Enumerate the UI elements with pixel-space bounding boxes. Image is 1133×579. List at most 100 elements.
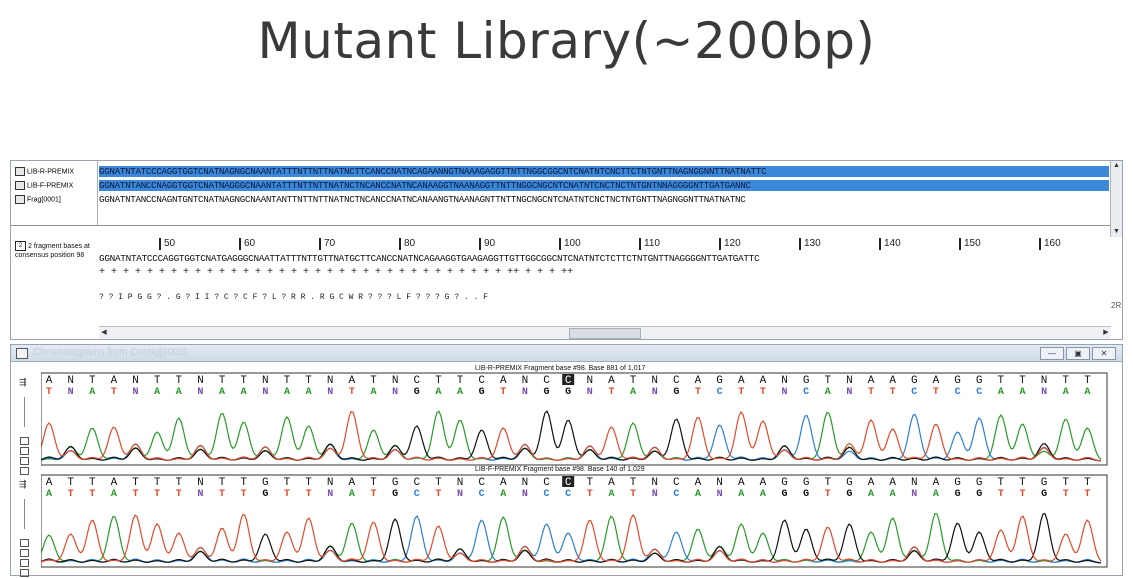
trace-1-expand-icon[interactable]: ⇶	[19, 377, 27, 387]
called-base[interactable]: T	[89, 477, 96, 489]
called-base[interactable]: G	[781, 477, 788, 489]
called-base[interactable]: N	[651, 375, 658, 387]
called-base[interactable]: C	[673, 375, 680, 387]
called-base[interactable]: A	[111, 477, 118, 489]
called-base[interactable]: T	[305, 375, 312, 387]
called-base[interactable]: T	[240, 375, 247, 387]
trace-2-zoom-slider[interactable]	[24, 499, 25, 529]
called-base[interactable]: N	[132, 375, 139, 387]
called-base[interactable]: C	[413, 477, 420, 489]
called-base[interactable]: N	[587, 375, 594, 387]
called-base[interactable]: G	[262, 477, 269, 489]
called-base[interactable]: C	[565, 375, 572, 387]
trace-2-color-toggle-icon[interactable]	[19, 539, 33, 579]
called-base[interactable]: G	[976, 477, 983, 489]
scroll-right-icon[interactable]: ▶	[1103, 329, 1109, 336]
fragment-count-box[interactable]: 2	[15, 241, 26, 251]
called-base[interactable]: N	[392, 375, 399, 387]
called-base[interactable]: G	[954, 375, 961, 387]
called-base[interactable]: T	[219, 477, 226, 489]
called-base[interactable]: A	[608, 375, 615, 387]
called-base[interactable]: T	[370, 375, 377, 387]
called-base[interactable]: T	[1019, 375, 1026, 387]
called-base[interactable]: T	[175, 477, 182, 489]
called-base[interactable]: A	[889, 375, 896, 387]
called-base[interactable]: T	[240, 477, 247, 489]
selected-base-highlight[interactable]	[562, 374, 575, 385]
called-base[interactable]: N	[846, 375, 853, 387]
called-base[interactable]: A	[868, 375, 875, 387]
called-base[interactable]: T	[824, 477, 831, 489]
read-name-fragment[interactable]: Frag[0001]	[15, 195, 61, 204]
called-base[interactable]: T	[154, 477, 161, 489]
read-name-lib-f[interactable]: LIB-F-PREMIX	[15, 181, 73, 190]
maximize-button[interactable]: ▣	[1066, 347, 1090, 360]
called-base[interactable]: T	[630, 375, 637, 387]
called-base[interactable]: T	[67, 477, 74, 489]
called-base[interactable]: A	[608, 477, 615, 489]
called-base[interactable]: T	[457, 375, 464, 387]
called-base[interactable]: A	[349, 477, 356, 489]
called-base[interactable]: C	[543, 375, 550, 387]
called-base[interactable]: G	[803, 375, 810, 387]
called-base[interactable]: A	[46, 477, 53, 489]
scroll-up-icon[interactable]: ▲	[1113, 162, 1120, 169]
called-base[interactable]: C	[413, 375, 420, 387]
called-base[interactable]: A	[889, 477, 896, 489]
trace-1-color-toggle-icon[interactable]	[19, 437, 33, 477]
called-base[interactable]: A	[933, 375, 940, 387]
consensus-sequence[interactable]: GGNATNTATCCCAGGTGGTCNATGAGGGCNAATTATTTNT…	[99, 253, 760, 264]
called-base[interactable]: N	[67, 375, 74, 387]
chromatogram-titlebar[interactable]: Chromatograms from Contig[0003] — ▣ ✕	[11, 345, 1122, 362]
selected-base-highlight[interactable]	[562, 476, 575, 487]
called-base[interactable]: T	[998, 477, 1005, 489]
called-base[interactable]: N	[651, 477, 658, 489]
trace-1-zoom-slider[interactable]	[24, 397, 25, 427]
called-base[interactable]: N	[197, 375, 204, 387]
alignment-horizontal-scrollbar[interactable]: ◀ ▶	[99, 326, 1111, 339]
called-base[interactable]: A	[349, 375, 356, 387]
called-base[interactable]: N	[522, 477, 529, 489]
called-base[interactable]: N	[716, 477, 723, 489]
called-base[interactable]: T	[1084, 477, 1091, 489]
called-base[interactable]: T	[1062, 477, 1069, 489]
minimize-button[interactable]: —	[1040, 347, 1064, 360]
called-base[interactable]: T	[219, 375, 226, 387]
called-base[interactable]: T	[175, 375, 182, 387]
read-name-lib-r[interactable]: LIB-R-PREMIX	[15, 167, 74, 176]
called-base[interactable]: T	[435, 477, 442, 489]
called-base[interactable]: T	[824, 375, 831, 387]
chromatogram-traces[interactable]: A T N N T A A T N N T A T A N N T A T A N N T A T A N N A T T A N N C G T A T A…	[41, 365, 1111, 571]
called-base[interactable]: T	[284, 375, 291, 387]
scroll-thumb[interactable]	[569, 328, 641, 339]
called-base[interactable]: N	[781, 375, 788, 387]
called-base[interactable]: N	[197, 477, 204, 489]
called-base[interactable]: N	[1041, 375, 1048, 387]
called-base[interactable]: G	[976, 375, 983, 387]
called-base[interactable]: C	[543, 477, 550, 489]
called-base[interactable]: T	[305, 477, 312, 489]
called-base[interactable]: A	[760, 477, 767, 489]
called-base[interactable]: A	[738, 375, 745, 387]
called-base[interactable]: C	[478, 375, 485, 387]
called-base[interactable]: A	[695, 477, 702, 489]
called-base[interactable]: A	[111, 375, 118, 387]
called-base[interactable]: G	[716, 375, 723, 387]
called-base[interactable]: A	[868, 477, 875, 489]
close-button[interactable]: ✕	[1092, 347, 1116, 360]
called-base[interactable]: T	[630, 477, 637, 489]
called-base[interactable]: A	[500, 477, 507, 489]
called-base[interactable]: T	[132, 477, 139, 489]
called-base[interactable]: N	[457, 477, 464, 489]
called-base[interactable]: T	[587, 477, 594, 489]
called-base[interactable]: T	[435, 375, 442, 387]
scroll-down-icon[interactable]: ▼	[1113, 228, 1120, 235]
called-base[interactable]: T	[284, 477, 291, 489]
trace-2-expand-icon[interactable]: ⇶	[19, 479, 27, 489]
called-base[interactable]: N	[327, 477, 334, 489]
called-base[interactable]: G	[911, 375, 918, 387]
called-base[interactable]: A	[500, 375, 507, 387]
called-base[interactable]: T	[1019, 477, 1026, 489]
called-base[interactable]: T	[998, 375, 1005, 387]
called-base[interactable]: C	[673, 477, 680, 489]
